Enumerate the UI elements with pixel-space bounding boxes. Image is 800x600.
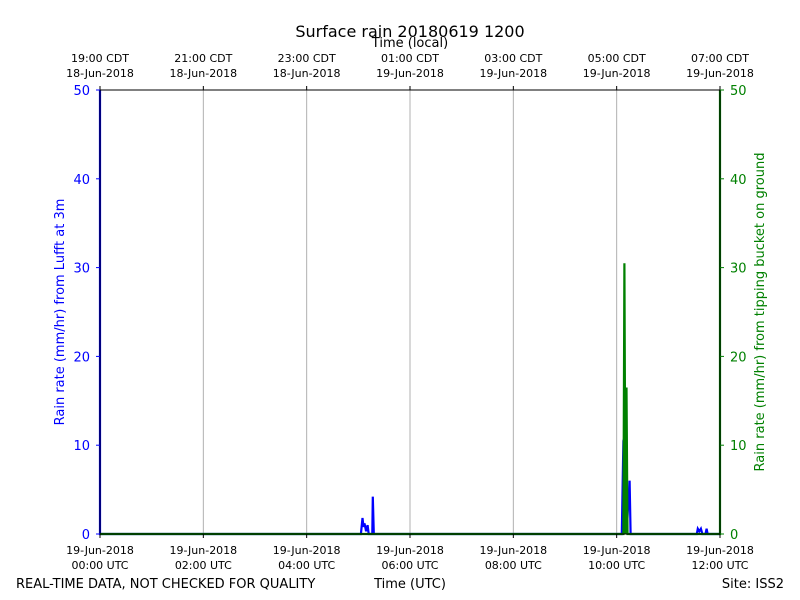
x-tick-label-time: 02:00 UTC	[175, 559, 232, 572]
top-x-tick-label-time: 23:00 CDT	[278, 52, 336, 65]
left-y-tick-label: 0	[82, 528, 90, 543]
footer-quality-note: REAL-TIME DATA, NOT CHECKED FOR QUALITY	[16, 577, 315, 592]
x-tick-label-time: 04:00 UTC	[278, 559, 335, 572]
left-y-axis-label: Rain rate (mm/hr) from Lufft at 3m	[53, 199, 68, 426]
left-y-tick-label: 40	[73, 173, 90, 188]
chart-title: Surface rain 20180619 1200	[295, 22, 524, 41]
left-y-tick-label: 20	[73, 350, 90, 365]
x-tick-label-date: 19-Jun-2018	[66, 544, 134, 557]
right-y-tick-label: 50	[730, 84, 747, 99]
x-tick-label-time: 10:00 UTC	[588, 559, 645, 572]
top-x-tick-label-time: 21:00 CDT	[174, 52, 232, 65]
top-x-tick-label-time: 07:00 CDT	[691, 52, 749, 65]
bottom-axis-label: Time (UTC)	[373, 577, 446, 592]
top-x-tick-label-date: 19-Jun-2018	[479, 67, 547, 80]
x-tick-label-date: 19-Jun-2018	[479, 544, 547, 557]
top-x-tick-label-time: 01:00 CDT	[381, 52, 439, 65]
x-tick-label-date: 19-Jun-2018	[376, 544, 444, 557]
footer-site: Site: ISS2	[722, 577, 784, 592]
x-tick-label-date: 19-Jun-2018	[583, 544, 651, 557]
x-tick-label-time: 08:00 UTC	[485, 559, 542, 572]
top-x-tick-label-time: 03:00 CDT	[484, 52, 542, 65]
top-axis-label: Time (local)	[371, 36, 448, 51]
x-tick-label-time: 06:00 UTC	[381, 559, 438, 572]
x-tick-label-time: 00:00 UTC	[71, 559, 128, 572]
right-y-tick-label: 30	[730, 262, 747, 277]
top-x-tick-label-date: 18-Jun-2018	[66, 67, 134, 80]
x-tick-label-time: 12:00 UTC	[691, 559, 748, 572]
top-x-tick-label-date: 18-Jun-2018	[273, 67, 341, 80]
x-tick-label-date: 19-Jun-2018	[273, 544, 341, 557]
x-tick-label-date: 19-Jun-2018	[686, 544, 754, 557]
left-y-tick-label: 50	[73, 84, 90, 99]
left-y-tick-label: 30	[73, 262, 90, 277]
x-ticks: 19-Jun-2018 00:00 UTC 19-Jun-2018 02:00 UTC…	[66, 52, 754, 572]
right-y-axis-label: Rain rate (mm/hr) from tipping bucket on…	[753, 153, 768, 472]
top-x-tick-label-date: 19-Jun-2018	[686, 67, 754, 80]
right-y-tick-label: 20	[730, 350, 747, 365]
x-tick-label-date: 19-Jun-2018	[169, 544, 237, 557]
vertical-grid	[202, 90, 618, 534]
top-x-tick-label-time: 05:00 CDT	[588, 52, 646, 65]
right-y-tick-label: 40	[730, 173, 747, 188]
left-y-tick-label: 10	[73, 439, 90, 454]
top-x-tick-label-date: 19-Jun-2018	[583, 67, 651, 80]
right-y-tick-label: 0	[730, 528, 738, 543]
y-ticks: 0 0 10 10 20 20 30 30 40 40 50 50	[73, 84, 746, 543]
top-x-tick-label-date: 18-Jun-2018	[169, 67, 237, 80]
top-x-tick-label-time: 19:00 CDT	[71, 52, 129, 65]
right-y-tick-label: 10	[730, 439, 747, 454]
top-x-tick-label-date: 19-Jun-2018	[376, 67, 444, 80]
